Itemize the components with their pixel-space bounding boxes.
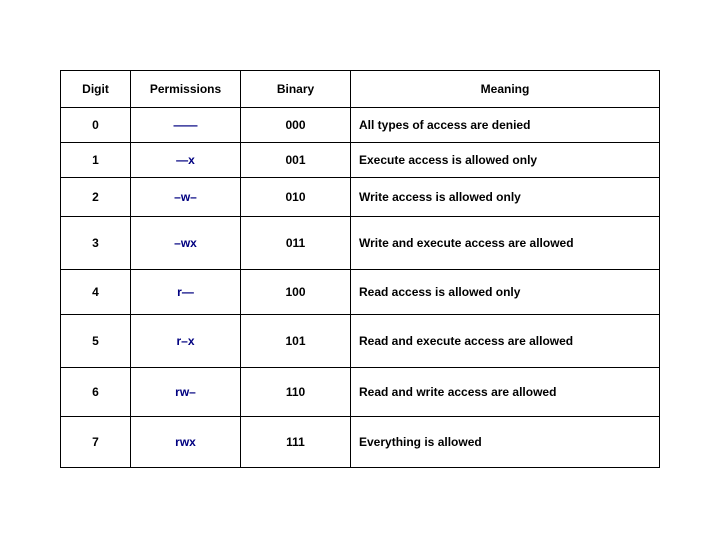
cell-meaning: All types of access are denied xyxy=(351,108,660,143)
cell-digit: 1 xyxy=(61,143,131,178)
table-row: 3 –wx 011 Write and execute access are a… xyxy=(61,217,660,270)
cell-digit: 6 xyxy=(61,368,131,417)
cell-binary: 010 xyxy=(241,178,351,217)
cell-permissions: r— xyxy=(131,270,241,315)
cell-permissions: —x xyxy=(131,143,241,178)
col-header-binary: Binary xyxy=(241,71,351,108)
cell-digit: 7 xyxy=(61,417,131,468)
cell-binary: 101 xyxy=(241,315,351,368)
cell-digit: 0 xyxy=(61,108,131,143)
cell-binary: 100 xyxy=(241,270,351,315)
cell-meaning: Write access is allowed only xyxy=(351,178,660,217)
cell-meaning: Everything is allowed xyxy=(351,417,660,468)
cell-binary: 001 xyxy=(241,143,351,178)
col-header-digit: Digit xyxy=(61,71,131,108)
cell-permissions: —— xyxy=(131,108,241,143)
table-row: 7 rwx 111 Everything is allowed xyxy=(61,417,660,468)
cell-permissions: –wx xyxy=(131,217,241,270)
permissions-table: Digit Permissions Binary Meaning 0 —— 00… xyxy=(60,70,660,468)
cell-digit: 2 xyxy=(61,178,131,217)
cell-digit: 4 xyxy=(61,270,131,315)
cell-binary: 110 xyxy=(241,368,351,417)
cell-permissions: r–x xyxy=(131,315,241,368)
col-header-meaning: Meaning xyxy=(351,71,660,108)
table-row: 5 r–x 101 Read and execute access are al… xyxy=(61,315,660,368)
cell-permissions: rwx xyxy=(131,417,241,468)
cell-permissions: –w– xyxy=(131,178,241,217)
cell-meaning: Read access is allowed only xyxy=(351,270,660,315)
cell-binary: 011 xyxy=(241,217,351,270)
cell-digit: 5 xyxy=(61,315,131,368)
cell-permissions: rw– xyxy=(131,368,241,417)
cell-binary: 111 xyxy=(241,417,351,468)
table-row: 0 —— 000 All types of access are denied xyxy=(61,108,660,143)
table-row: 6 rw– 110 Read and write access are allo… xyxy=(61,368,660,417)
table-header-row: Digit Permissions Binary Meaning xyxy=(61,71,660,108)
cell-meaning: Read and execute access are allowed xyxy=(351,315,660,368)
table-row: 4 r— 100 Read access is allowed only xyxy=(61,270,660,315)
cell-meaning: Write and execute access are allowed xyxy=(351,217,660,270)
table-row: 2 –w– 010 Write access is allowed only xyxy=(61,178,660,217)
cell-meaning: Read and write access are allowed xyxy=(351,368,660,417)
cell-digit: 3 xyxy=(61,217,131,270)
col-header-permissions: Permissions xyxy=(131,71,241,108)
cell-meaning: Execute access is allowed only xyxy=(351,143,660,178)
cell-binary: 000 xyxy=(241,108,351,143)
table-row: 1 —x 001 Execute access is allowed only xyxy=(61,143,660,178)
